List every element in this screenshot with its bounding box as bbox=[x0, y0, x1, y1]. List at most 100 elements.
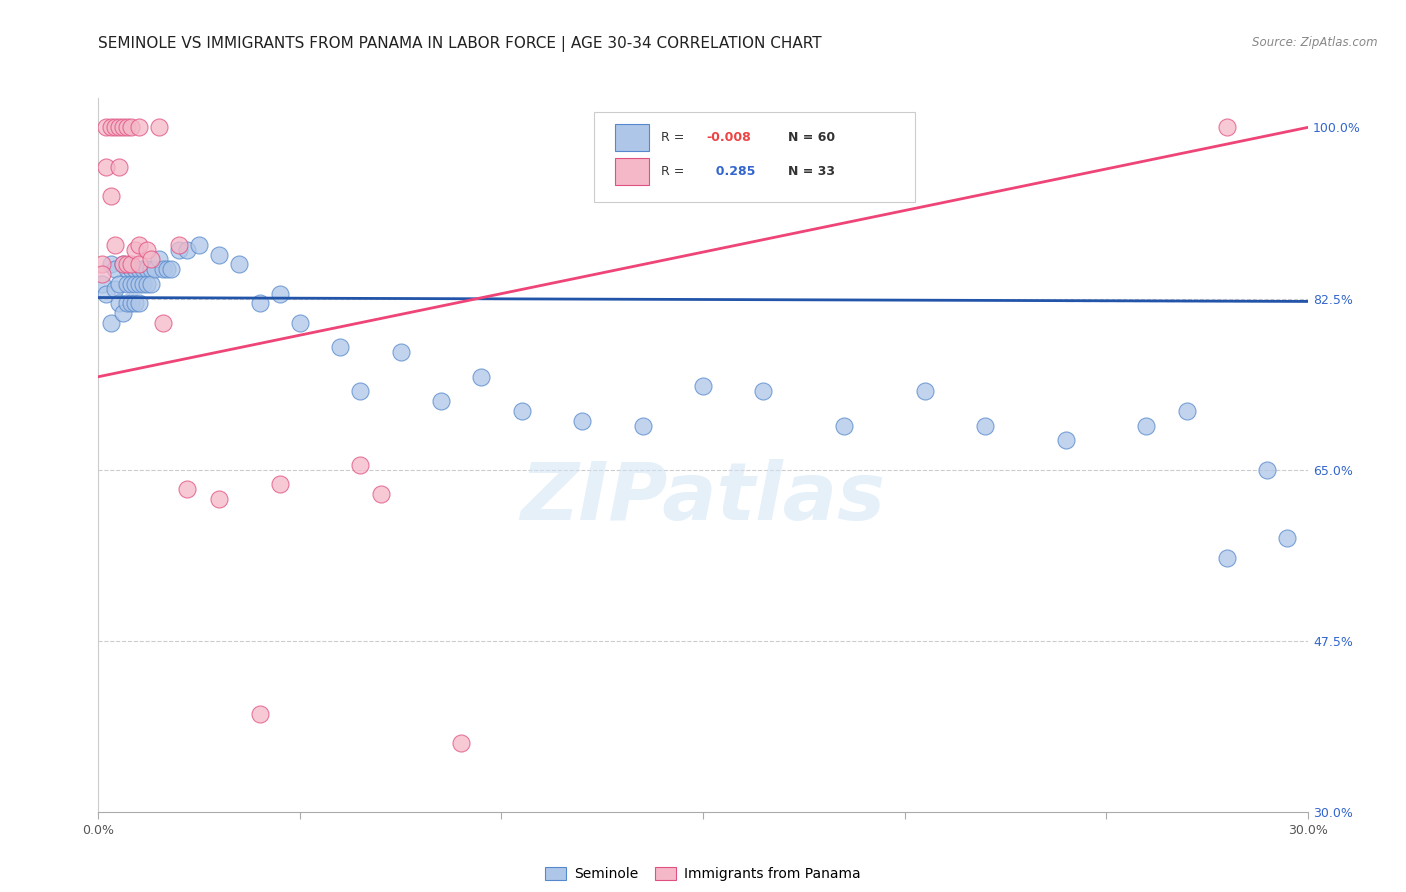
Text: R =: R = bbox=[661, 131, 688, 144]
Text: N = 33: N = 33 bbox=[787, 165, 835, 178]
Point bbox=[249, 706, 271, 721]
Point bbox=[111, 257, 134, 271]
Point bbox=[148, 120, 170, 135]
FancyBboxPatch shape bbox=[614, 124, 648, 151]
Point bbox=[349, 384, 371, 399]
Point bbox=[510, 404, 533, 418]
Point bbox=[96, 286, 118, 301]
Point bbox=[349, 458, 371, 472]
Point bbox=[96, 120, 118, 135]
Point bbox=[208, 247, 231, 261]
Point bbox=[107, 277, 129, 291]
Point bbox=[148, 252, 170, 267]
Point bbox=[832, 418, 855, 433]
Point bbox=[167, 237, 190, 252]
Point bbox=[120, 120, 142, 135]
Point bbox=[470, 369, 492, 384]
Point bbox=[571, 414, 593, 428]
Point bbox=[139, 277, 162, 291]
FancyBboxPatch shape bbox=[595, 112, 915, 202]
Point bbox=[1256, 462, 1278, 476]
Point bbox=[176, 243, 198, 257]
Point bbox=[107, 160, 129, 174]
Point bbox=[167, 243, 190, 257]
Point bbox=[135, 262, 157, 277]
Point bbox=[111, 257, 134, 271]
Text: R =: R = bbox=[661, 165, 688, 178]
Point bbox=[100, 120, 122, 135]
Point bbox=[103, 120, 125, 135]
Point bbox=[176, 482, 198, 496]
Point bbox=[1175, 404, 1198, 418]
Point bbox=[115, 277, 138, 291]
Text: -0.008: -0.008 bbox=[707, 131, 751, 144]
Point bbox=[1054, 434, 1077, 448]
Legend: Seminole, Immigrants from Panama: Seminole, Immigrants from Panama bbox=[540, 862, 866, 887]
Point bbox=[156, 262, 179, 277]
Point bbox=[128, 257, 150, 271]
Point bbox=[120, 262, 142, 277]
Point bbox=[152, 262, 174, 277]
Point bbox=[111, 306, 134, 320]
Point bbox=[111, 120, 134, 135]
Point bbox=[128, 296, 150, 310]
Point bbox=[135, 243, 157, 257]
Point bbox=[269, 286, 291, 301]
Point bbox=[1277, 531, 1299, 545]
Point bbox=[120, 296, 142, 310]
Point bbox=[370, 487, 392, 501]
Text: N = 60: N = 60 bbox=[787, 131, 835, 144]
Point bbox=[103, 237, 125, 252]
Text: 0.285: 0.285 bbox=[707, 165, 755, 178]
Point bbox=[124, 277, 146, 291]
Point bbox=[124, 262, 146, 277]
Point bbox=[1135, 418, 1157, 433]
Point bbox=[115, 296, 138, 310]
Point bbox=[103, 262, 125, 277]
Point bbox=[249, 296, 271, 310]
Point bbox=[450, 736, 472, 750]
Point bbox=[124, 243, 146, 257]
Point bbox=[160, 262, 183, 277]
Point bbox=[389, 345, 412, 359]
Point bbox=[143, 262, 166, 277]
Point bbox=[120, 257, 142, 271]
Point bbox=[208, 491, 231, 506]
Text: ZIPatlas: ZIPatlas bbox=[520, 458, 886, 537]
Text: SEMINOLE VS IMMIGRANTS FROM PANAMA IN LABOR FORCE | AGE 30-34 CORRELATION CHART: SEMINOLE VS IMMIGRANTS FROM PANAMA IN LA… bbox=[98, 36, 823, 52]
Point bbox=[91, 267, 114, 281]
Point bbox=[128, 277, 150, 291]
Point bbox=[120, 277, 142, 291]
Point bbox=[128, 237, 150, 252]
FancyBboxPatch shape bbox=[614, 158, 648, 186]
Point bbox=[96, 160, 118, 174]
Point bbox=[430, 394, 453, 409]
Point bbox=[132, 277, 155, 291]
Point bbox=[124, 296, 146, 310]
Point bbox=[631, 418, 654, 433]
Point bbox=[115, 257, 138, 271]
Point bbox=[914, 384, 936, 399]
Point bbox=[269, 477, 291, 491]
Point bbox=[100, 189, 122, 203]
Point bbox=[692, 379, 714, 393]
Point bbox=[115, 120, 138, 135]
Point bbox=[128, 262, 150, 277]
Point bbox=[139, 252, 162, 267]
Point bbox=[288, 316, 311, 330]
Point bbox=[100, 316, 122, 330]
Point bbox=[228, 257, 250, 271]
Point bbox=[103, 282, 125, 296]
Point bbox=[100, 257, 122, 271]
Point bbox=[107, 296, 129, 310]
Point bbox=[1216, 550, 1239, 565]
Point bbox=[91, 277, 114, 291]
Point bbox=[135, 277, 157, 291]
Point bbox=[974, 418, 997, 433]
Point bbox=[107, 120, 129, 135]
Point bbox=[1216, 120, 1239, 135]
Point bbox=[139, 262, 162, 277]
Point bbox=[329, 340, 352, 354]
Point bbox=[188, 237, 211, 252]
Point bbox=[115, 262, 138, 277]
